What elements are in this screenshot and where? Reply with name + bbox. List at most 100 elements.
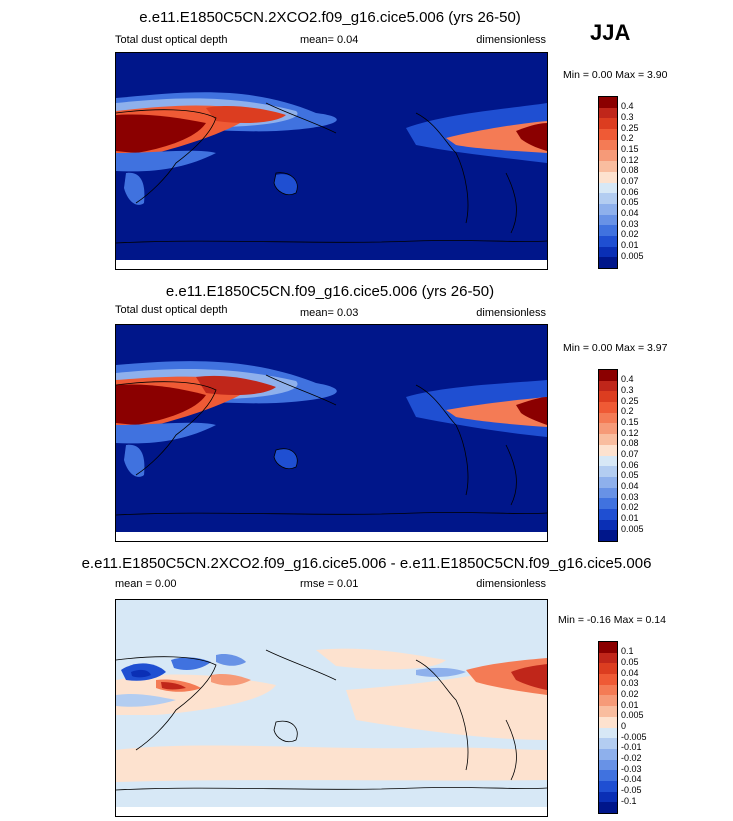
colorbar-swatch <box>599 214 617 226</box>
colorbar-tick-label: 0.06 <box>621 459 639 470</box>
colorbar-swatch <box>599 802 617 813</box>
colorbar-swatch <box>599 652 617 664</box>
colorbar-swatch <box>599 770 617 781</box>
colorbar-tick-label: 0.02 <box>621 502 639 513</box>
colorbar-swatch <box>599 748 617 760</box>
colorbar-swatch <box>599 684 617 696</box>
colorbar-swatch <box>599 412 617 424</box>
colorbar-swatch <box>599 391 617 403</box>
colorbar-swatch <box>599 791 617 803</box>
colorbar-swatch <box>599 444 617 456</box>
colorbar-tick-label: 0.05 <box>621 656 639 667</box>
panel2-variable-label: Total dust optical depth <box>115 304 228 316</box>
panel1-mean-label: mean= 0.04 <box>300 34 359 46</box>
colorbar-tick-label: -0.005 <box>621 731 647 742</box>
panel2-map <box>115 324 548 542</box>
colorbar-tick-label: 0.1 <box>621 646 634 657</box>
colorbar-tick-label: 0.25 <box>621 122 639 133</box>
colorbar-tick-label: 0.2 <box>621 133 634 144</box>
colorbar-tick-label: -0.1 <box>621 795 637 806</box>
colorbar-swatch <box>599 129 617 140</box>
colorbar-tick-label: -0.05 <box>621 785 642 796</box>
colorbar-tick-label: 0 <box>621 721 627 731</box>
colorbar-swatch <box>599 466 617 477</box>
panel2-units-label: dimensionless <box>476 307 546 319</box>
colorbar-swatch <box>599 182 617 194</box>
panel1-title: e.e11.E1850C5CN.2XCO2.f09_g16.cice5.006 … <box>139 9 521 26</box>
colorbar-tick-label: 0.03 <box>621 491 639 502</box>
colorbar-swatch <box>599 246 617 258</box>
colorbar-swatch <box>599 161 617 172</box>
colorbar-swatch <box>599 434 617 445</box>
colorbar-swatch <box>599 738 617 749</box>
colorbar-tick-label: 0.02 <box>621 688 639 699</box>
panel2-title: e.e11.E1850C5CN.f09_g16.cice5.006 (yrs 2… <box>165 283 495 300</box>
colorbar-tick-label: 0.12 <box>621 427 639 438</box>
colorbar-swatch <box>599 235 617 247</box>
colorbar-swatch <box>599 150 617 162</box>
colorbar-swatch <box>599 203 617 215</box>
colorbar-tick-label: 0.3 <box>621 111 634 122</box>
colorbar-tick-label: 0.01 <box>621 699 639 710</box>
colorbar-swatch <box>599 716 617 728</box>
panel3-map <box>115 599 548 817</box>
colorbar-tick-label: 0.12 <box>621 154 639 165</box>
colorbar-tick-label: 0.3 <box>621 384 634 395</box>
panel3-colorbar <box>598 641 618 814</box>
colorbar-swatch <box>599 487 617 499</box>
colorbar-swatch <box>599 727 617 739</box>
season-label: JJA <box>590 20 631 45</box>
panel2-mean-label: mean= 0.03 <box>300 307 359 319</box>
colorbar-tick-label: 0.04 <box>621 208 639 219</box>
colorbar-tick-label: 0.005 <box>621 710 644 721</box>
colorbar-tick-label: 0.15 <box>621 416 639 427</box>
colorbar-swatch <box>599 476 617 488</box>
colorbar-swatch <box>599 193 617 204</box>
colorbar-swatch <box>599 695 617 707</box>
colorbar-tick-label: -0.04 <box>621 774 642 785</box>
colorbar-swatch <box>599 663 617 675</box>
colorbar-swatch <box>599 97 617 108</box>
colorbar-tick-label: 0.005 <box>621 523 644 534</box>
colorbar-swatch <box>599 642 617 653</box>
colorbar-tick-label: 0.06 <box>621 186 639 197</box>
colorbar-swatch <box>599 225 617 236</box>
colorbar-tick-label: 0.25 <box>621 395 639 406</box>
panel1-minmax: Min = 0.00 Max = 3.90 <box>563 69 668 81</box>
colorbar-tick-label: 0.02 <box>621 229 639 240</box>
panel1-variable-label: Total dust optical depth <box>115 34 228 46</box>
colorbar-swatch <box>599 423 617 435</box>
colorbar-tick-label: 0.04 <box>621 481 639 492</box>
colorbar-swatch <box>599 139 617 151</box>
colorbar-swatch <box>599 171 617 183</box>
colorbar-swatch <box>599 759 617 771</box>
colorbar-tick-label: 0.04 <box>621 667 639 678</box>
panel3-minmax: Min = -0.16 Max = 0.14 <box>558 614 666 626</box>
panel1-map <box>115 52 548 270</box>
colorbar-tick-label: -0.01 <box>621 742 642 753</box>
colorbar-tick-label: 0.4 <box>621 374 634 385</box>
colorbar-swatch <box>599 257 617 268</box>
colorbar-swatch <box>599 498 617 509</box>
colorbar-swatch <box>599 455 617 467</box>
colorbar-tick-label: -0.02 <box>621 753 642 764</box>
colorbar-tick-label: 0.05 <box>621 470 639 481</box>
colorbar-swatch <box>599 402 617 413</box>
colorbar-tick-label: 0.07 <box>621 176 639 186</box>
colorbar-swatch <box>599 380 617 392</box>
colorbar-tick-label: 0.01 <box>621 513 639 524</box>
colorbar-swatch <box>599 706 617 717</box>
colorbar-swatch <box>599 107 617 119</box>
colorbar-tick-label: 0.01 <box>621 240 639 251</box>
colorbar-tick-label: 0.15 <box>621 143 639 154</box>
colorbar-tick-label: 0.08 <box>621 165 639 176</box>
colorbar-tick-label: 0.4 <box>621 101 634 112</box>
panel3-title: e.e11.E1850C5CN.2XCO2.f09_g16.cice5.006 … <box>81 555 652 572</box>
colorbar-swatch <box>599 508 617 520</box>
panel2-colorbar <box>598 369 618 542</box>
colorbar-tick-label: 0.08 <box>621 438 639 449</box>
colorbar-tick-label: 0.2 <box>621 406 634 417</box>
panel3-units-label: dimensionless <box>476 578 546 590</box>
colorbar-tick-label: 0.05 <box>621 197 639 208</box>
colorbar-swatch <box>599 370 617 381</box>
